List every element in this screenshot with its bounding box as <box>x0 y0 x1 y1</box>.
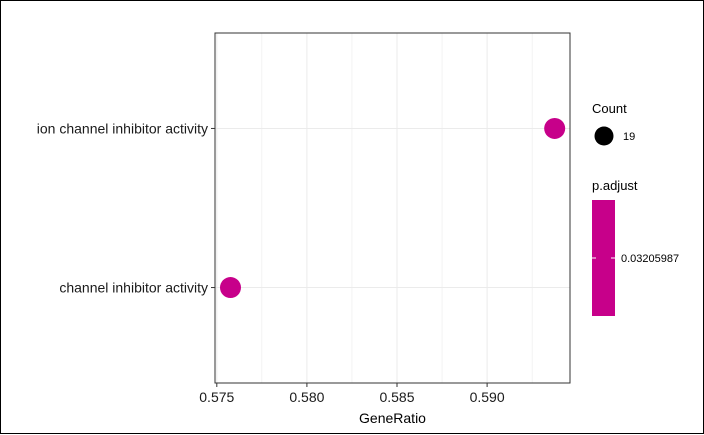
legend-count-key <box>594 126 614 146</box>
data-point <box>219 277 241 299</box>
legend-padjust-value: 0.03205987 <box>621 253 679 265</box>
y-tick-label: ion channel inhibitor activity <box>37 120 208 136</box>
legend-padjust-title: p.adjust <box>592 178 638 193</box>
x-tick-label: 0.585 <box>379 389 414 405</box>
legend-count-title: Count <box>592 101 627 116</box>
legend-count-value: 19 <box>623 131 635 143</box>
plot-panel-border <box>214 32 571 384</box>
data-point <box>544 117 566 139</box>
x-axis: 0.575 0.580 0.585 0.590 <box>199 383 505 405</box>
x-tick-label: 0.575 <box>199 389 234 405</box>
grid-lines <box>215 33 570 383</box>
legend: Count 19 p.adjust 0.03205987 <box>592 101 679 316</box>
x-axis-title: GeneRatio <box>359 410 426 426</box>
y-tick-label: channel inhibitor activity <box>59 280 208 296</box>
x-tick-label: 0.580 <box>289 389 324 405</box>
data-points <box>219 117 566 299</box>
legend-padjust-colorbar <box>592 200 615 316</box>
y-axis: ion channel inhibitor activity channel in… <box>37 120 215 296</box>
x-tick-label: 0.590 <box>470 389 505 405</box>
